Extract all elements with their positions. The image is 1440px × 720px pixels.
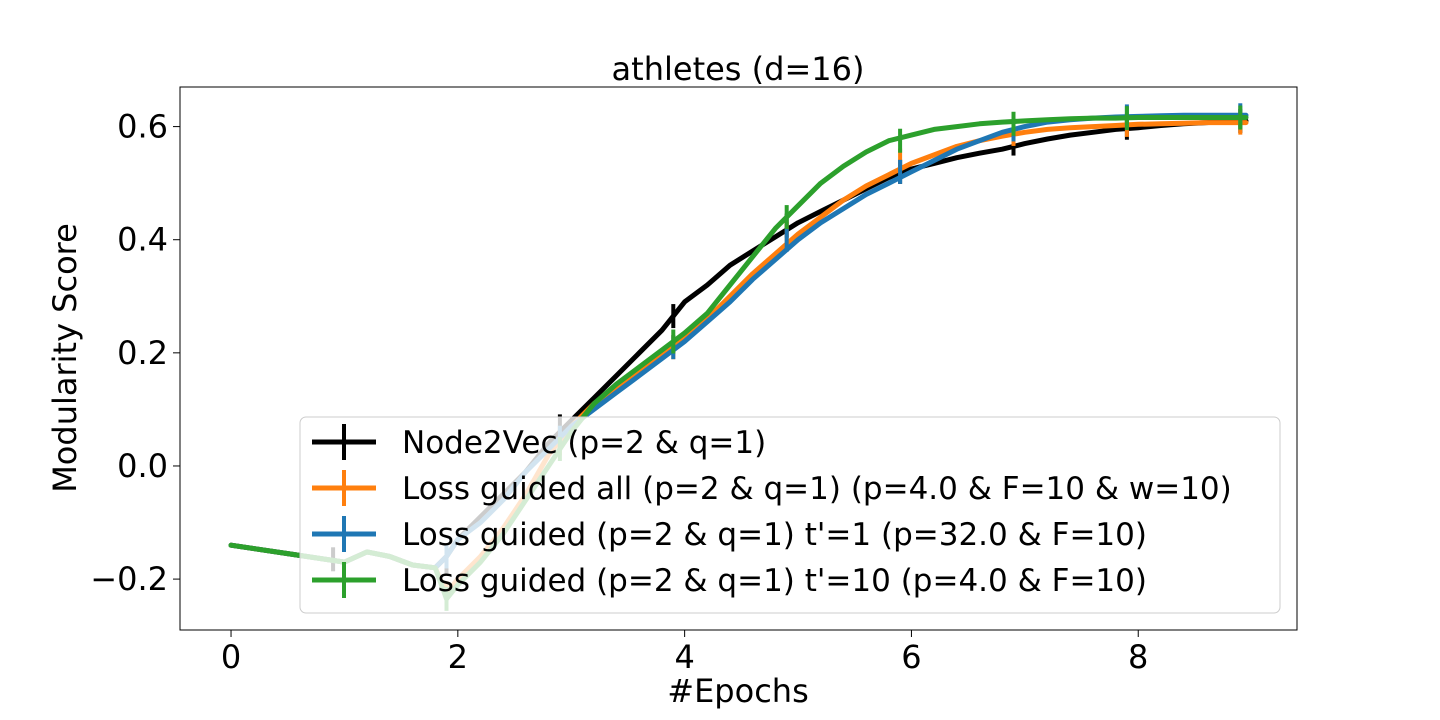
x-tick-label: 2 [448,638,468,676]
legend-label: Loss guided (p=2 & q=1) t'=1 (p=32.0 & F… [402,517,1147,553]
legend-box [299,416,1281,614]
x-axis-ticks: 0 2 4 6 8 [221,630,1148,676]
legend-label: Loss guided (p=2 & q=1) t'=10 (p=4.0 & F… [402,563,1147,599]
legend-item: Loss guided (p=2 & q=1) t'=10 (p=4.0 & F… [312,562,1147,599]
x-tick-label: 8 [1128,638,1148,676]
legend-label: Node2Vec (p=2 & q=1) [402,425,766,461]
y-tick-label: 0.0 [117,447,168,485]
y-tick-label: 0.4 [117,221,168,259]
y-tick-label: 0.6 [117,108,168,146]
x-tick-label: 6 [901,638,921,676]
y-tick-label: 0.2 [117,334,168,372]
chart-title: athletes (d=16) [612,50,865,88]
legend-item: Node2Vec (p=2 & q=1) [312,424,766,461]
x-tick-label: 0 [221,638,241,676]
legend-item: Loss guided all (p=2 & q=1) (p=4.0 & F=1… [312,470,1232,507]
legend-label: Loss guided all (p=2 & q=1) (p=4.0 & F=1… [402,471,1232,507]
plot-frame [179,86,1298,631]
y-axis-ticks: −0.2 0.0 0.2 0.4 0.6 [90,108,180,598]
y-axis-label: Modularity Score [46,223,84,493]
legend: Node2Vec (p=2 & q=1) Loss guided all (p=2… [299,416,1281,614]
x-axis-label: #Epochs [667,672,808,710]
legend-item: Loss guided (p=2 & q=1) t'=1 (p=32.0 & F… [312,516,1147,553]
x-tick-label: 4 [674,638,694,676]
y-tick-label: −0.2 [90,560,168,598]
